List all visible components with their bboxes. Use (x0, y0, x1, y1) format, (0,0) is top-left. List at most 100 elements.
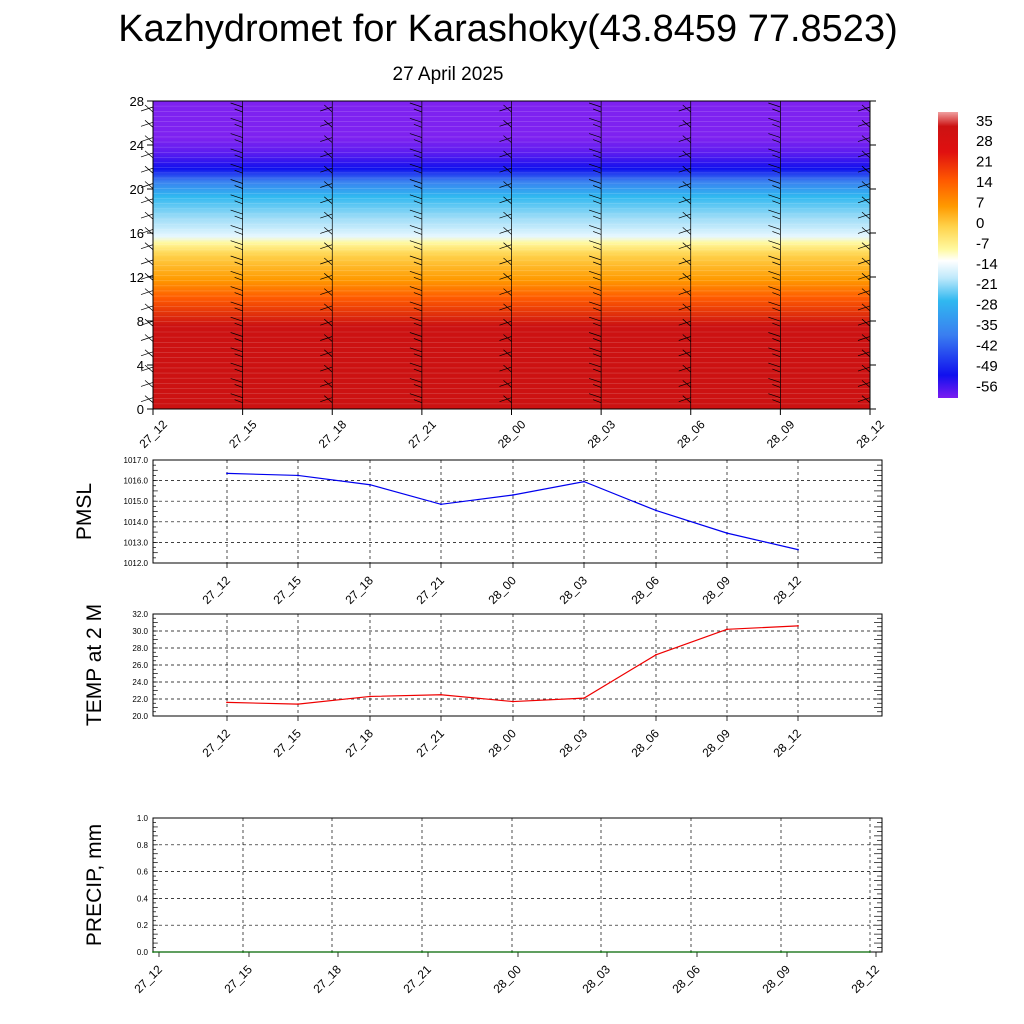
y-tick-label: 1014.0 (124, 518, 149, 527)
x-tick-label: 27_12 (199, 726, 233, 760)
wind-barb (678, 167, 691, 173)
wind-barb (413, 338, 422, 342)
wind-barb (593, 338, 602, 342)
wind-barb (503, 364, 512, 373)
wind-barb (234, 123, 243, 128)
wind-barb (678, 137, 691, 142)
wind-barb (861, 242, 871, 250)
wind-barb (324, 349, 333, 358)
data-point (600, 951, 602, 953)
wind-barb (234, 154, 243, 159)
wind-barb (861, 380, 871, 388)
data-point (297, 703, 299, 705)
x-tick-label: 28_00 (485, 573, 519, 607)
colorbar (938, 112, 958, 398)
wind-barb (413, 307, 422, 312)
wind-barb (234, 353, 243, 358)
wind-barb (682, 242, 691, 250)
wind-barb (593, 139, 602, 143)
data-point (440, 693, 442, 696)
wind-barb (320, 213, 333, 219)
wind-barb (772, 384, 781, 388)
wind-barb (409, 316, 422, 322)
wind-barb (409, 209, 422, 215)
wind-barb (503, 104, 512, 113)
wind-barb (499, 137, 512, 142)
wind-barb (144, 364, 154, 373)
x-tick-label: 27_18 (316, 417, 350, 451)
wind-barb (772, 353, 781, 358)
wind-barb (861, 104, 871, 113)
wind-barb (320, 336, 333, 341)
wind-barb (140, 336, 154, 341)
wind-barb (682, 196, 691, 205)
wind-barb (768, 332, 781, 337)
wind-barb (589, 378, 602, 383)
wind-barb (140, 290, 154, 295)
wind-barb (234, 384, 243, 388)
wind-barb (140, 183, 154, 188)
wind-barb (140, 382, 154, 387)
wind-barb (320, 366, 333, 372)
wind-barb (682, 349, 691, 358)
wind-barb (140, 397, 154, 403)
wind-barb (772, 154, 781, 159)
wind-barb (140, 229, 154, 234)
wind-barb (682, 364, 691, 373)
wind-barb (772, 231, 781, 235)
wind-barb (503, 303, 512, 312)
data-point (655, 509, 657, 512)
wind-barb (413, 353, 422, 358)
y-tick-label: 1017.0 (124, 456, 149, 465)
wind-barb (144, 242, 154, 250)
wind-barb (861, 181, 871, 189)
wind-barb (230, 286, 243, 291)
wind-barb (413, 185, 422, 189)
wind-barb (861, 150, 871, 159)
data-point (242, 951, 244, 953)
wind-barb (772, 399, 781, 404)
wind-barb (144, 211, 154, 220)
wind-barb (678, 259, 691, 265)
wind-barb (413, 169, 422, 174)
wind-barb (772, 215, 781, 220)
wind-barb (682, 211, 691, 220)
wind-barb (589, 133, 602, 138)
wind-barb (861, 334, 871, 342)
wind-barb (499, 336, 512, 341)
colorbar-label: 28 (976, 133, 993, 150)
wind-barb (499, 351, 512, 357)
colorbar-label: -42 (976, 337, 998, 354)
data-point (512, 700, 514, 703)
wind-barb (589, 286, 602, 291)
wind-barb (413, 292, 422, 296)
x-tick-label: 27_15 (221, 962, 255, 996)
wind-barb (140, 152, 154, 158)
wind-barb (589, 301, 602, 307)
wind-barb (324, 273, 333, 281)
wind-barb (589, 393, 602, 399)
wind-barb (772, 292, 781, 296)
x-tick-label: 28_00 (495, 417, 529, 451)
y-tick-label: 1012.0 (124, 559, 149, 568)
wind-barb (589, 255, 602, 261)
wind-barb (678, 229, 691, 234)
wind-barb (499, 229, 512, 234)
wind-barb (768, 163, 781, 169)
wind-barb (593, 185, 602, 189)
wind-barb (861, 165, 871, 174)
wind-barb (324, 150, 333, 159)
wind-barb (857, 213, 871, 219)
wind-barb (682, 150, 691, 159)
wind-barb (140, 320, 154, 326)
wind-barb (499, 183, 512, 188)
wind-barb (503, 181, 512, 189)
colorbar-label: 35 (976, 113, 993, 130)
x-tick-label: 28_12 (770, 573, 804, 607)
wind-barb (772, 246, 781, 251)
wind-barb (589, 148, 602, 154)
data-point (226, 472, 228, 475)
colorbar-label: -56 (976, 378, 998, 395)
wind-barb (230, 102, 243, 108)
wind-barb (413, 384, 422, 388)
